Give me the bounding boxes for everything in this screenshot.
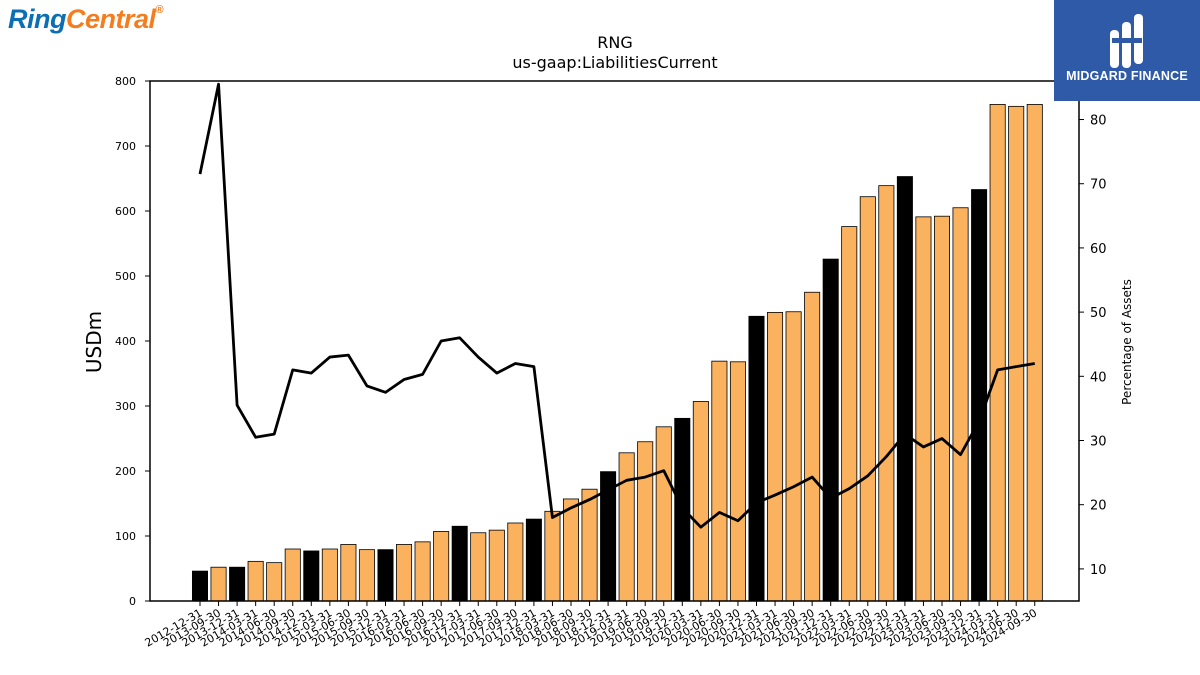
y-axis-ticks: 0 100 200 300 400 500 600 700 800 xyxy=(115,75,150,608)
y-tick-label: 700 xyxy=(115,140,136,153)
y-tick-label: 400 xyxy=(115,335,136,348)
bar xyxy=(562,498,580,602)
bar xyxy=(377,549,394,602)
y2-tick-label: 30 xyxy=(1090,435,1107,450)
bar xyxy=(971,189,988,602)
logo-registered-mark: ® xyxy=(155,4,164,16)
y-tick-label: 600 xyxy=(115,205,136,218)
bar xyxy=(488,529,505,602)
bar xyxy=(210,566,227,602)
bar xyxy=(804,291,821,602)
y-axis-label: USDm xyxy=(82,311,106,373)
midgard-emblem-icon xyxy=(1110,14,1143,68)
line-path xyxy=(198,82,1035,529)
bar xyxy=(191,570,208,602)
bar xyxy=(396,544,413,602)
x-axis-ticks: 2012-12-312013-09-302013-12-312014-03-31… xyxy=(143,601,1039,650)
y2-tick-label: 50 xyxy=(1090,306,1107,321)
percentage-line-series xyxy=(198,82,1035,529)
logo-text-ring: Ring xyxy=(8,4,67,34)
bar xyxy=(933,215,951,602)
bar-series xyxy=(191,104,1043,602)
bar xyxy=(358,549,375,602)
y-tick-label: 200 xyxy=(115,465,136,478)
bar xyxy=(692,401,709,602)
y2-tick-label: 10 xyxy=(1090,563,1107,578)
bar xyxy=(525,518,542,602)
bar xyxy=(637,441,654,602)
y-tick-label: 100 xyxy=(115,530,136,543)
bar xyxy=(767,311,784,602)
y2-axis-label: Percentage of Assets xyxy=(1120,279,1134,405)
bar xyxy=(915,216,932,602)
ringcentral-logo: RingCentral® xyxy=(8,4,164,38)
bar xyxy=(711,360,728,602)
bar xyxy=(340,544,357,602)
y-tick-label: 800 xyxy=(115,75,136,88)
midgard-finance-logo: MIDGARD FINANCE xyxy=(1054,0,1200,101)
bar xyxy=(1008,105,1025,602)
y-tick-label: 0 xyxy=(129,595,136,608)
bar xyxy=(841,226,858,602)
bar xyxy=(748,315,765,602)
bar xyxy=(284,548,301,602)
bar xyxy=(470,532,487,602)
bar xyxy=(266,562,283,602)
y2-tick-label: 20 xyxy=(1090,499,1107,514)
bar xyxy=(785,311,802,602)
bar xyxy=(729,361,746,602)
bar xyxy=(989,104,1006,602)
y2-axis-ticks: 10 20 30 40 50 60 70 80 xyxy=(1079,114,1107,578)
bar xyxy=(952,207,969,602)
chart-subtitle: us-gaap:LiabilitiesCurrent xyxy=(512,53,717,72)
bar xyxy=(229,566,246,602)
bar xyxy=(618,452,635,602)
midgard-brand-text: MIDGARD FINANCE xyxy=(1066,69,1188,83)
bar xyxy=(896,176,913,602)
logo-text-central: Central xyxy=(66,4,156,34)
bar xyxy=(303,550,320,602)
bar xyxy=(581,488,598,602)
bar xyxy=(414,541,431,602)
y-tick-label: 300 xyxy=(115,400,136,413)
bar xyxy=(247,560,264,602)
bar xyxy=(451,525,468,602)
bar xyxy=(321,548,338,602)
y2-tick-label: 70 xyxy=(1090,178,1107,193)
y2-tick-label: 60 xyxy=(1090,242,1107,257)
plot-frame xyxy=(149,80,1080,602)
bar xyxy=(822,258,839,602)
y-tick-label: 500 xyxy=(115,270,136,283)
bar xyxy=(859,196,876,602)
bar xyxy=(878,185,895,602)
chart-title: RNG xyxy=(597,33,632,52)
bar xyxy=(544,510,561,602)
bar xyxy=(507,522,524,602)
bar xyxy=(1026,104,1043,602)
y2-tick-label: 40 xyxy=(1090,370,1107,385)
bar xyxy=(433,531,450,602)
bar xyxy=(655,426,672,602)
y2-tick-label: 80 xyxy=(1090,114,1107,129)
